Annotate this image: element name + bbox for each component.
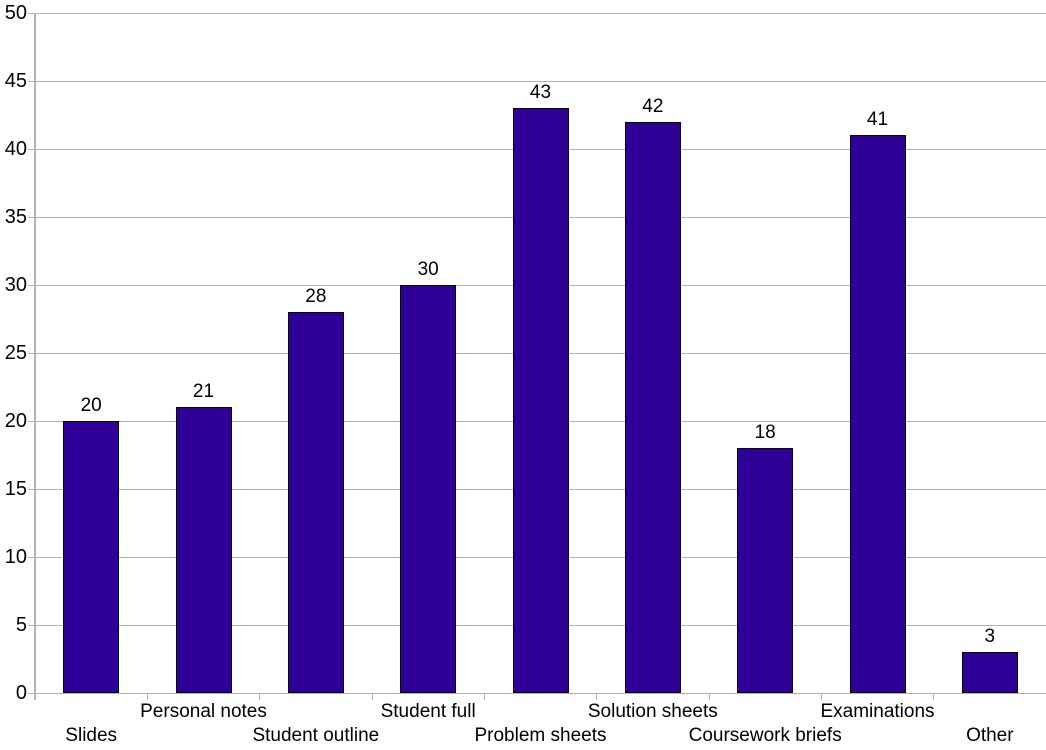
bar-problem-sheets [512,108,569,693]
y-tick-label: 40 [4,138,27,160]
y-gridline [28,12,1046,14]
bar-other [961,652,1018,693]
bar-value-label: 20 [80,395,102,416]
y-tick-label: 0 [15,682,27,704]
category-label: Problem sheets [474,725,607,746]
bar-value-label: 42 [642,95,664,117]
bar-value-label: 18 [754,422,776,444]
y-tick-label: 50 [4,2,27,24]
category-label: Student outline [252,725,380,746]
bar-coursework-briefs [737,448,794,693]
y-tick-label: 45 [4,70,27,92]
category-label: Solution sheets [587,701,718,722]
y-tick-label: 5 [15,614,27,636]
bar-personal-notes [175,407,232,693]
category-label: Coursework briefs [688,725,842,746]
y-tick-label: 35 [4,206,27,228]
bar-student-outline [287,312,344,693]
x-axis-tick [933,693,935,700]
y-gridline [28,80,1046,82]
y-tick-label: 15 [4,478,27,500]
bar-value-label: 41 [866,109,889,131]
y-axis-line [34,13,36,700]
x-axis-tick [820,693,822,700]
bar-examinations [849,135,906,693]
bar-value-label: 21 [192,381,215,403]
x-axis-tick [146,693,148,700]
bar-value-label: 43 [529,82,552,104]
y-gridline [28,692,1046,694]
category-label: Slides [65,725,118,746]
category-label: Student full [380,701,476,722]
category-label: Personal notes [140,701,267,722]
x-axis-tick [371,693,373,700]
y-tick-label: 25 [4,342,27,364]
y-tick-label: 20 [4,410,27,432]
x-axis-tick [596,693,598,700]
bar-value-label: 28 [305,286,327,308]
bar-solution-sheets [624,121,681,693]
x-axis-tick [483,693,485,700]
bar-value-label: 3 [984,626,996,648]
bar-value-label: 30 [417,259,439,280]
y-tick-label: 30 [4,274,27,296]
category-label: Other [966,725,1014,746]
x-axis-tick [708,693,710,700]
x-axis-tick [259,693,261,700]
category-label: Examinations [820,701,935,722]
plot-area: 20 21 28 30 43 42 18 41 3 [28,12,1046,700]
bar-slides [63,421,120,693]
y-tick-label: 10 [4,546,27,568]
bar-student-full [400,285,457,693]
